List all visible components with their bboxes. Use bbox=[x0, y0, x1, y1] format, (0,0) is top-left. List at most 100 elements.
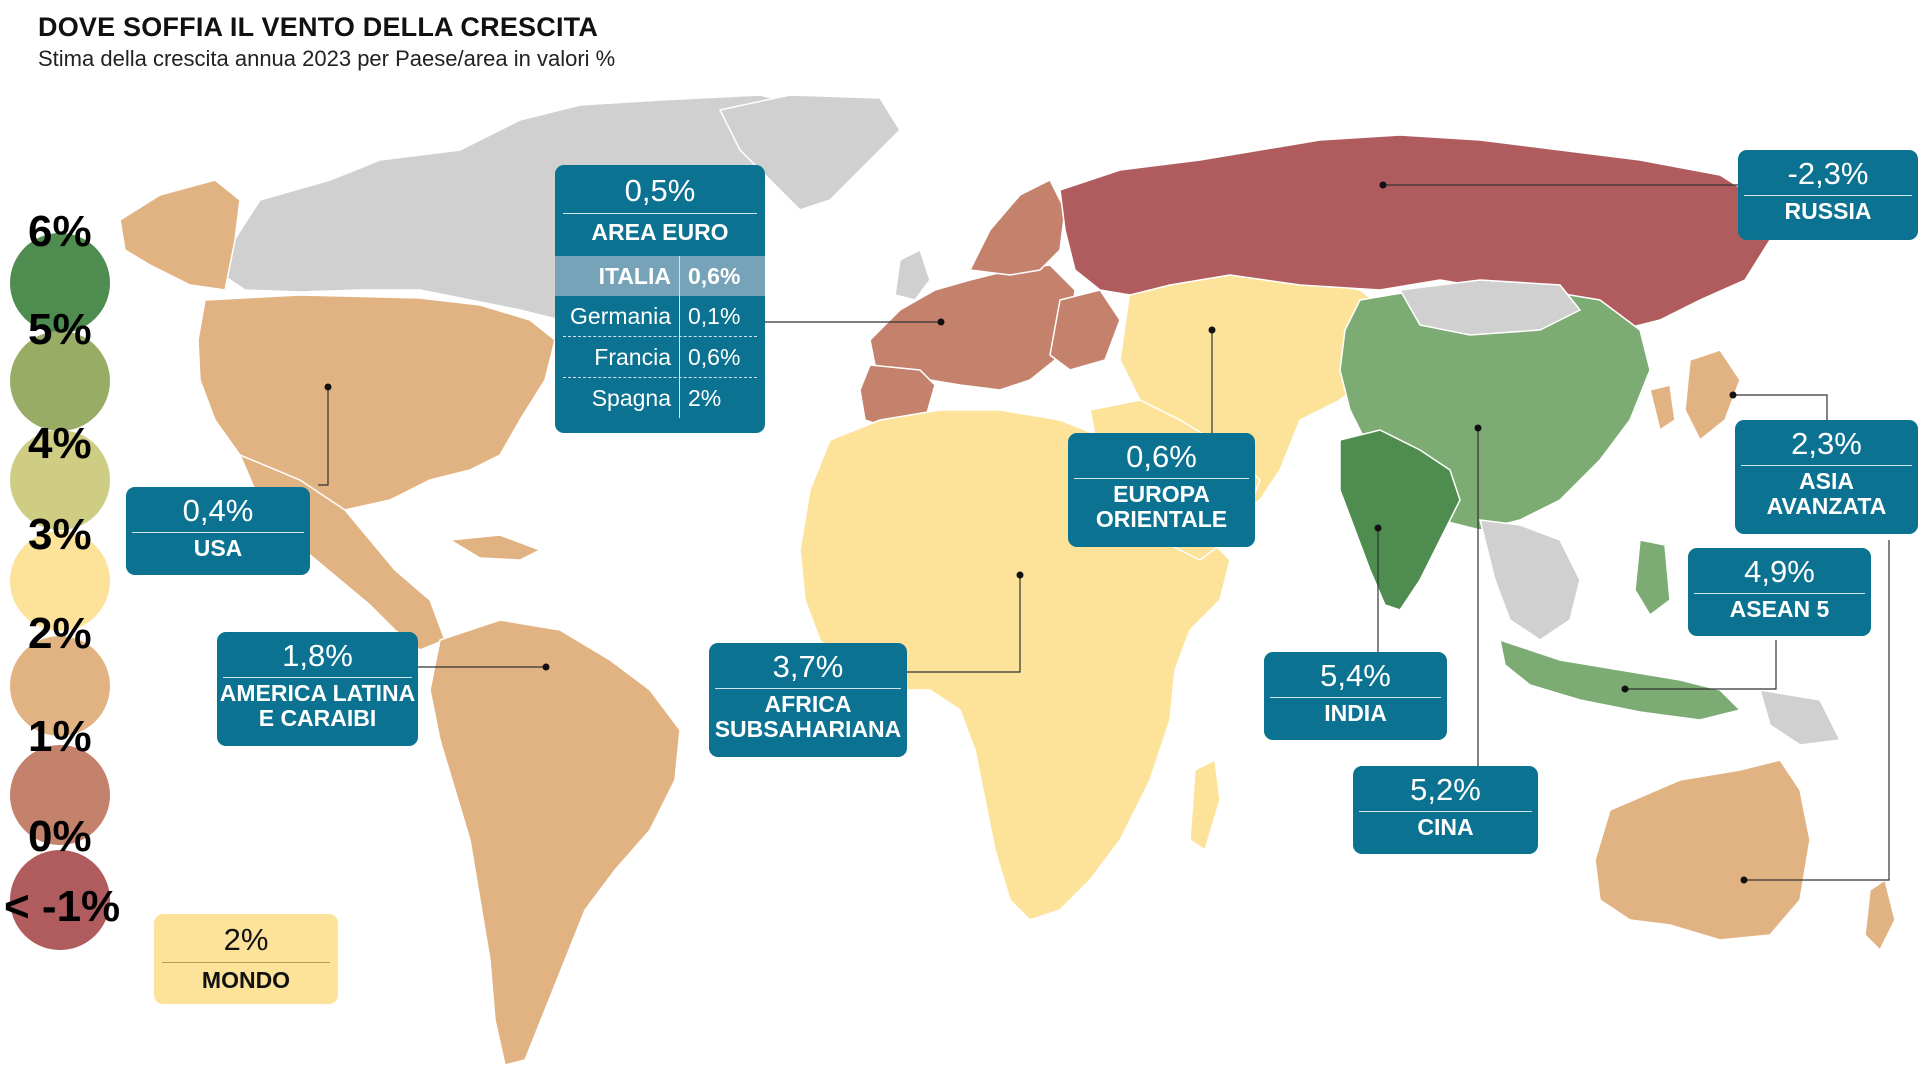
indonesia-shape bbox=[1499, 638, 1742, 721]
euro-row-country: Francia bbox=[555, 337, 680, 377]
legend-label-6: 6% bbox=[28, 207, 92, 256]
usa-rule bbox=[132, 532, 304, 533]
asean-rule bbox=[1694, 593, 1865, 594]
india-value: 5,4% bbox=[1320, 658, 1391, 693]
east-europe-value: 0,6% bbox=[1126, 439, 1197, 474]
latam-value: 1,8% bbox=[282, 638, 353, 673]
usa-shape bbox=[197, 294, 556, 511]
latam-name-2: E CARAIBI bbox=[258, 705, 377, 731]
russia-rule bbox=[1744, 195, 1912, 196]
russia-shape bbox=[1059, 134, 1771, 331]
africa-name-2: SUBSAHARIANA bbox=[714, 716, 902, 742]
usa-value: 0,4% bbox=[182, 493, 254, 528]
euro-row-divider bbox=[563, 336, 757, 337]
dot-usa bbox=[324, 383, 332, 391]
dot-china bbox=[1474, 424, 1482, 432]
leader-adv-asia bbox=[1733, 394, 1828, 420]
dot-africa bbox=[1016, 571, 1024, 579]
euro-row-italia: ITALIA 0,6% bbox=[555, 256, 765, 296]
adv-asia-value: 2,3% bbox=[1791, 426, 1862, 461]
euro-area-name: AREA EURO bbox=[591, 219, 729, 245]
india-box: 5,4% INDIA bbox=[1264, 652, 1447, 740]
philippines-shape bbox=[1634, 539, 1671, 617]
world-rule bbox=[162, 962, 330, 963]
russia-name: RUSSIA bbox=[1784, 198, 1872, 224]
adv-asia-name-1: ASIA bbox=[1799, 468, 1854, 494]
east-europe-box: 0,6% EUROPA ORIENTALE bbox=[1068, 433, 1255, 547]
asean-box: 4,9% ASEAN 5 bbox=[1688, 548, 1871, 636]
dot-adv-asia bbox=[1729, 391, 1737, 399]
dot-asean bbox=[1621, 685, 1629, 693]
china-value: 5,2% bbox=[1410, 772, 1481, 807]
latam-box: 1,8% AMERICA LATINA E CARAIBI bbox=[217, 632, 418, 746]
dot-russia bbox=[1379, 181, 1387, 189]
alaska-shape bbox=[119, 179, 241, 291]
leader-africa bbox=[905, 575, 1021, 673]
euro-row-germania: Germania 0,1% bbox=[555, 296, 765, 336]
dot-adv-asia-aus bbox=[1740, 876, 1748, 884]
scandinavia-shape bbox=[968, 178, 1066, 276]
asean-value: 4,9% bbox=[1744, 554, 1815, 589]
china-name: CINA bbox=[1417, 814, 1474, 840]
china-rule bbox=[1359, 811, 1532, 812]
legend-label-5: 5% bbox=[28, 305, 92, 354]
russia-value: -2,3% bbox=[1787, 156, 1869, 191]
euro-row-value: 0,1% bbox=[688, 302, 741, 329]
africa-name-1: AFRICA bbox=[764, 691, 852, 717]
africa-value: 3,7% bbox=[772, 649, 844, 684]
leader-asean bbox=[1625, 640, 1777, 690]
leader-lines bbox=[318, 184, 1890, 881]
legend-swatch-2 bbox=[10, 636, 110, 736]
euro-area-box: 0,5% AREA EURO ITALIA 0,6% Germania 0,1%… bbox=[555, 165, 765, 433]
east-europe-name-1: EUROPA bbox=[1113, 481, 1210, 507]
adv-asia-name-2: AVANZATA bbox=[1766, 493, 1887, 519]
leader-dots bbox=[324, 181, 1748, 884]
legend-label-3: 3% bbox=[28, 510, 92, 559]
dot-india bbox=[1374, 524, 1382, 532]
australia-shape bbox=[1594, 759, 1811, 941]
latam-rule bbox=[223, 677, 412, 678]
legend-label-2: 2% bbox=[28, 609, 92, 658]
euro-row-country: ITALIA bbox=[555, 256, 680, 296]
world-name: MONDO bbox=[201, 967, 291, 993]
china-box: 5,2% CINA bbox=[1353, 766, 1538, 854]
world-box: 2% MONDO bbox=[154, 914, 338, 1004]
leader-usa bbox=[318, 387, 329, 486]
legend-label-1: 1% bbox=[28, 712, 92, 761]
adv-asia-box: 2,3% ASIA AVANZATA bbox=[1735, 420, 1918, 534]
asean-name: ASEAN 5 bbox=[1729, 596, 1830, 622]
legend-swatch-0 bbox=[10, 850, 110, 950]
legend-swatch-3 bbox=[10, 531, 110, 631]
east-europe-name-2: ORIENTALE bbox=[1095, 506, 1228, 532]
india-shape bbox=[1339, 429, 1461, 611]
usa-name: USA bbox=[193, 535, 243, 561]
png-shape bbox=[1758, 689, 1842, 746]
chart-title: DOVE SOFFIA IL VENTO DELLA CRESCITA bbox=[38, 12, 599, 42]
chart-subtitle: Stima della crescita annua 2023 per Paes… bbox=[38, 46, 616, 71]
dot-east-europe bbox=[1208, 326, 1216, 334]
euro-row-francia: Francia 0,6% bbox=[555, 337, 765, 377]
leader-adv-asia-aus bbox=[1744, 540, 1890, 881]
euro-row-country: Germania bbox=[555, 296, 680, 336]
east-europe-rule bbox=[1074, 478, 1249, 479]
eastern-europe-shape bbox=[1049, 289, 1121, 371]
world-value: 2% bbox=[223, 922, 269, 957]
caribbean-shape bbox=[447, 534, 542, 561]
legend-swatch-4 bbox=[10, 430, 110, 530]
madagascar-shape bbox=[1189, 758, 1221, 852]
mongolia-shape bbox=[1398, 279, 1582, 336]
india-rule bbox=[1270, 697, 1441, 698]
euro-row-value: 2% bbox=[688, 384, 722, 411]
korea-shape bbox=[1649, 384, 1676, 432]
euro-row-value: 0,6% bbox=[688, 343, 741, 370]
legend-swatch-1 bbox=[10, 745, 110, 845]
legend-label-4: 4% bbox=[28, 419, 92, 468]
euro-row-country: Spagna bbox=[555, 378, 680, 418]
russia-box: -2,3% RUSSIA bbox=[1738, 150, 1918, 240]
legend-swatch-6 bbox=[10, 233, 110, 333]
se-asia-shape bbox=[1479, 519, 1581, 641]
africa-box: 3,7% AFRICA SUBSAHARIANA bbox=[709, 643, 907, 757]
latam-name-1: AMERICA LATINA bbox=[219, 680, 416, 706]
japan-shape bbox=[1684, 349, 1741, 442]
